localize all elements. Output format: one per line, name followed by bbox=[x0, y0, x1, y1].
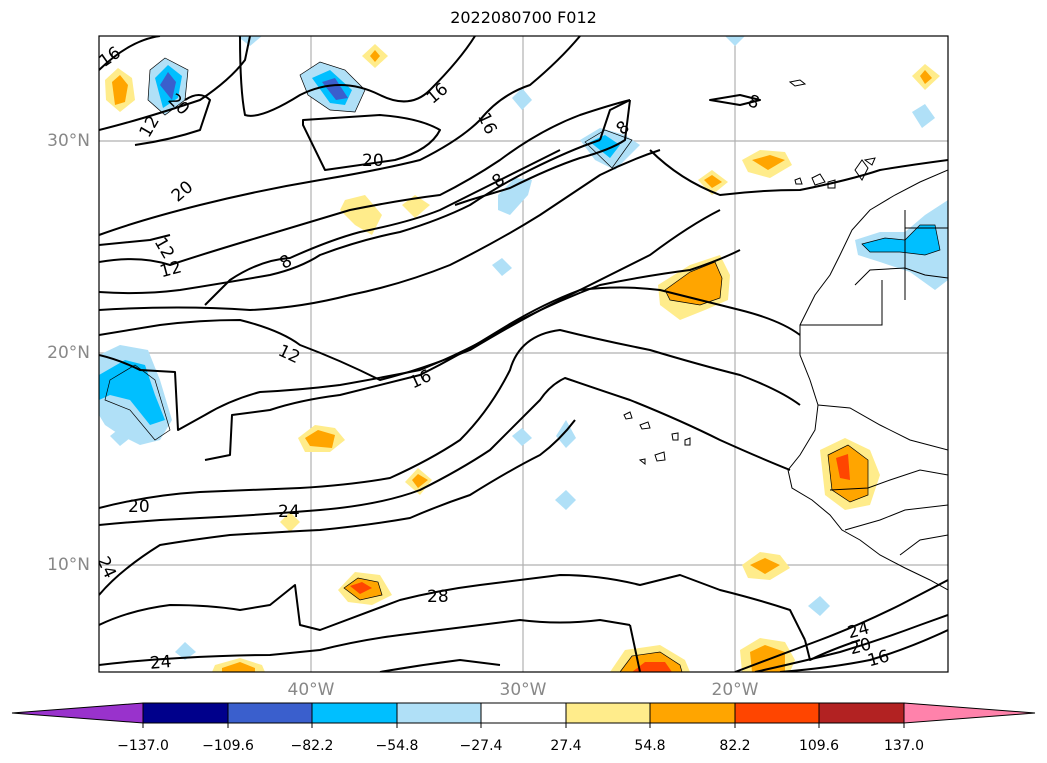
map-frame bbox=[98, 35, 949, 673]
colorbar-bin bbox=[818, 702, 905, 724]
coastlines bbox=[623, 79, 948, 591]
lon-label: 30°W bbox=[499, 680, 547, 700]
contour-label: 24 bbox=[93, 554, 120, 582]
colorbar bbox=[11, 702, 1036, 728]
colorbar-bin bbox=[649, 702, 736, 724]
contour-lines bbox=[99, 36, 948, 672]
colorbar-tick-label: −137.0 bbox=[117, 738, 169, 754]
colorbar-bin bbox=[142, 702, 229, 724]
contour-label: 24 bbox=[278, 502, 300, 522]
map-area: 16 20 12 16 16 20 20 8 8 8 12 12 8 12 16… bbox=[93, 36, 948, 674]
colorbar-tick-label: −27.4 bbox=[459, 738, 503, 754]
colorbar-bin bbox=[227, 702, 313, 724]
lat-label: 10°N bbox=[47, 555, 90, 575]
colorbar-bin bbox=[565, 702, 651, 724]
figure-title: 2022080700 F012 bbox=[450, 8, 597, 27]
contour-label: 20 bbox=[128, 497, 150, 517]
contour-label: 20 bbox=[362, 151, 384, 171]
colorbar-bin bbox=[480, 702, 567, 724]
colorbar-extend-max bbox=[903, 702, 1036, 724]
colorbar-tick-label: 137.0 bbox=[883, 738, 925, 754]
contour-label: 28 bbox=[427, 587, 449, 607]
colorbar-tick-label: −109.6 bbox=[202, 738, 254, 754]
colorbar-bin bbox=[734, 702, 820, 724]
lon-label: 40°W bbox=[287, 680, 335, 700]
colorbar-bin bbox=[396, 702, 482, 724]
colorbar-tick-label: 54.8 bbox=[634, 738, 666, 754]
colorbar-tick-label: 82.2 bbox=[719, 738, 751, 754]
colorbar-extend-min bbox=[11, 702, 144, 724]
colorbar-tick-label: −82.2 bbox=[290, 738, 334, 754]
colorbar-bin bbox=[311, 702, 398, 724]
lat-label: 20°N bbox=[47, 343, 90, 363]
gridlines bbox=[99, 36, 948, 672]
colorbar-tick-label: 109.6 bbox=[798, 738, 840, 754]
colorbar-tick-label: −54.8 bbox=[375, 738, 419, 754]
lon-label: 20°W bbox=[711, 680, 759, 700]
colorbar-tick-label: 27.4 bbox=[550, 738, 582, 754]
lat-label: 30°N bbox=[47, 131, 90, 151]
contour-label: 24 bbox=[149, 652, 172, 674]
